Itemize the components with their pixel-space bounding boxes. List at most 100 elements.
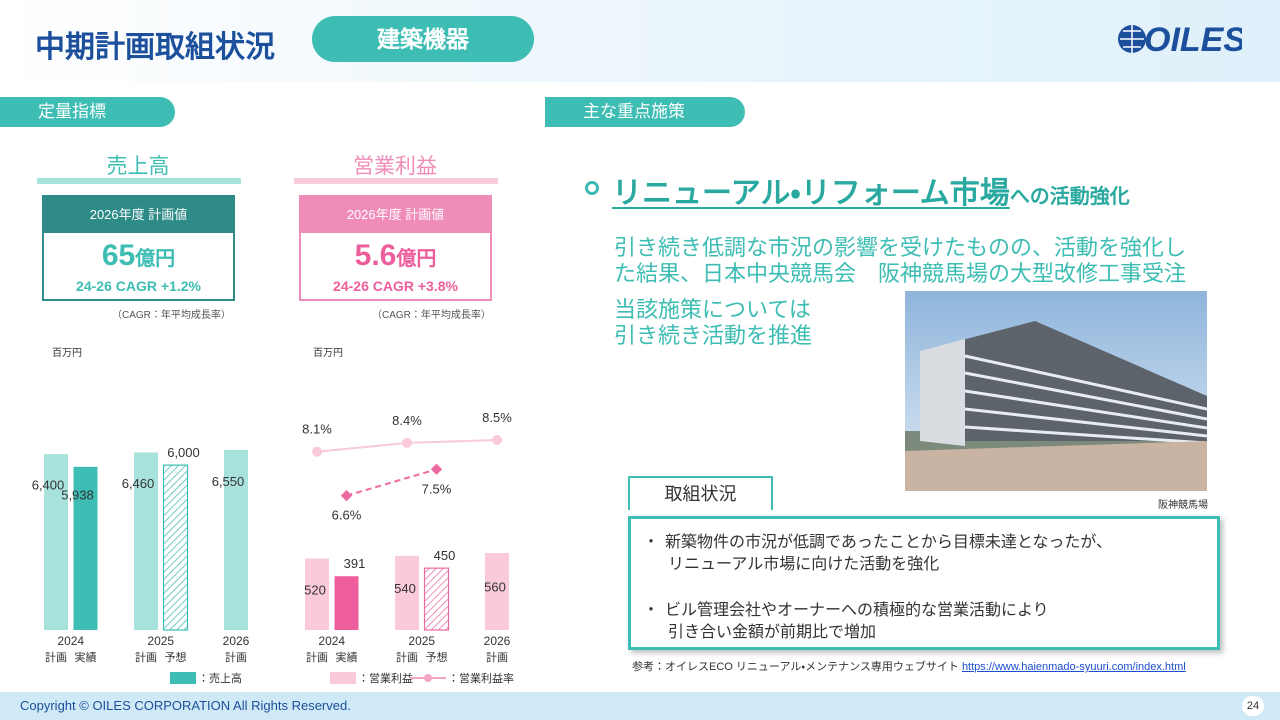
kpi-period: 2026年度 計画値	[44, 197, 233, 233]
focus-heading-main: リニューアル・リフォーム市場	[612, 177, 1010, 210]
data-label: 540	[394, 581, 416, 596]
focus-line: 引き続き活動を推進	[614, 323, 813, 348]
legend-marker	[424, 674, 432, 682]
reference-link[interactable]: https://www.haienmado-syuuri.com/index.h…	[961, 661, 1186, 673]
bar	[73, 466, 98, 630]
logo: OILES	[1118, 21, 1242, 59]
segment-tag: 建築機器	[312, 16, 534, 62]
footer-band	[0, 692, 1280, 720]
kpi-note: （CAGR：年平均成長率）	[112, 310, 231, 321]
page-number: 24	[1242, 696, 1264, 716]
kpi-underline	[294, 178, 498, 184]
data-label: 520	[304, 582, 326, 597]
heading-bullet	[585, 181, 599, 195]
bar	[334, 576, 359, 630]
reference-text: 参考：オイレスECO リニューアル・メンテナンス専用ウェブサイト	[632, 661, 959, 673]
bar	[224, 450, 248, 630]
data-label: 6,550	[212, 474, 245, 489]
kpi-cagr: 24-26 CAGR +1.2%	[76, 278, 201, 294]
kpi-number: 65	[101, 239, 136, 272]
focus-heading-suffix: への活動強化	[1009, 186, 1130, 208]
focus-line: 引き続き低調な市況の影響を受けたものの、活動を強化し	[614, 235, 1187, 260]
kpi-value: 5.6億円	[301, 239, 490, 276]
bar	[305, 558, 329, 630]
legend-label: ：営業利益	[358, 671, 413, 685]
data-label: 6,400	[32, 477, 65, 492]
kpi-number: 5.6	[354, 239, 397, 272]
legend-label: ：売上高	[198, 671, 242, 685]
logo-text: OILES	[1144, 21, 1242, 59]
kpi-underline	[37, 178, 241, 184]
x-tick-label: 実績	[336, 650, 358, 664]
data-label: 6,460	[122, 476, 155, 491]
focus-heading: リニューアル・リフォーム市場への活動強化	[612, 168, 1130, 212]
x-group-label: 2025	[408, 634, 435, 648]
x-tick-label: 計画	[225, 650, 247, 664]
x-tick-label: 実績	[75, 650, 97, 664]
kpi-heading: 売上高	[106, 155, 170, 178]
line-point	[402, 437, 412, 448]
x-group-label: 2026	[484, 634, 511, 648]
x-tick-label: 計画	[135, 650, 157, 664]
bullet-line: 引き合い金額が前期比で増加	[668, 624, 877, 641]
data-label: 7.5%	[422, 481, 452, 496]
line-point	[312, 446, 322, 457]
line-point	[430, 463, 443, 475]
kpi-card: 2026年度 計画値 5.6億円 24-26 CAGR +3.8%	[299, 195, 492, 301]
unit-label: 百万円	[313, 347, 343, 359]
bar	[395, 555, 419, 630]
kpi-heading: 営業利益	[353, 155, 437, 178]
header-band	[0, 0, 1280, 82]
data-label: 8.5%	[482, 410, 512, 425]
line-segment	[316, 441, 408, 453]
slide-title: 中期計画取組状況	[35, 31, 275, 64]
kpi-period: 2026年度 計画値	[301, 197, 490, 233]
kpi-note: （CAGR：年平均成長率）	[372, 310, 491, 321]
bar	[485, 553, 509, 630]
kpi-value: 65億円	[44, 239, 233, 276]
kpi-card: 2026年度 計画値 65億円 24-26 CAGR +1.2%	[42, 195, 235, 301]
x-group-label: 2024	[318, 634, 345, 648]
data-label: 6.6%	[332, 508, 362, 523]
x-tick-label: 計画	[486, 650, 508, 664]
kpi-unit: 億円	[396, 248, 437, 270]
legend-label: ：営業利益率	[448, 671, 514, 685]
line-segment	[346, 468, 437, 497]
data-label: 5,938	[61, 487, 94, 502]
data-label: 450	[434, 548, 456, 563]
line-point	[492, 435, 502, 445]
photo-caption: 阪神競馬場	[1158, 500, 1208, 511]
x-tick-label: 予想	[426, 650, 448, 664]
focus-line: 当該施策については	[614, 297, 811, 322]
data-label: 8.4%	[392, 413, 422, 428]
data-label: 391	[344, 556, 366, 571]
data-label: 8.1%	[302, 422, 332, 437]
kpi-cagr: 24-26 CAGR +3.8%	[333, 278, 458, 294]
line-segment	[406, 439, 498, 444]
legend-swatch	[170, 672, 196, 684]
bar	[134, 452, 158, 630]
x-group-label: 2026	[223, 634, 250, 648]
bullet-line: 新築物件の市況が低調であったことから目標未達となったが、	[643, 528, 1112, 552]
reference: 参考：オイレスECO リニューアル・メンテナンス専用ウェブサイト https:/…	[632, 658, 1186, 674]
x-group-label: 2024	[57, 634, 84, 648]
data-label: 6,000	[167, 445, 200, 460]
data-label: 560	[484, 580, 506, 595]
bar	[162, 464, 189, 631]
x-tick-label: 計画	[45, 650, 67, 664]
bar	[44, 454, 68, 630]
x-tick-label: 予想	[165, 650, 187, 664]
section-tab: 主な重点施策	[545, 97, 745, 127]
section-tab: 定量指標	[0, 97, 175, 127]
kpi-unit: 億円	[135, 248, 176, 270]
status-title: 取組状況	[628, 476, 773, 510]
line-point	[340, 490, 353, 502]
bullet-line: リニューアル市場に向けた活動を強化	[668, 556, 940, 573]
bullet-line: ビル管理会社やオーナーへの積極的な営業活動により	[643, 596, 1049, 620]
copyright: Copyright © OILES CORPORATION All Rights…	[20, 698, 351, 713]
x-tick-label: 計画	[396, 650, 418, 664]
